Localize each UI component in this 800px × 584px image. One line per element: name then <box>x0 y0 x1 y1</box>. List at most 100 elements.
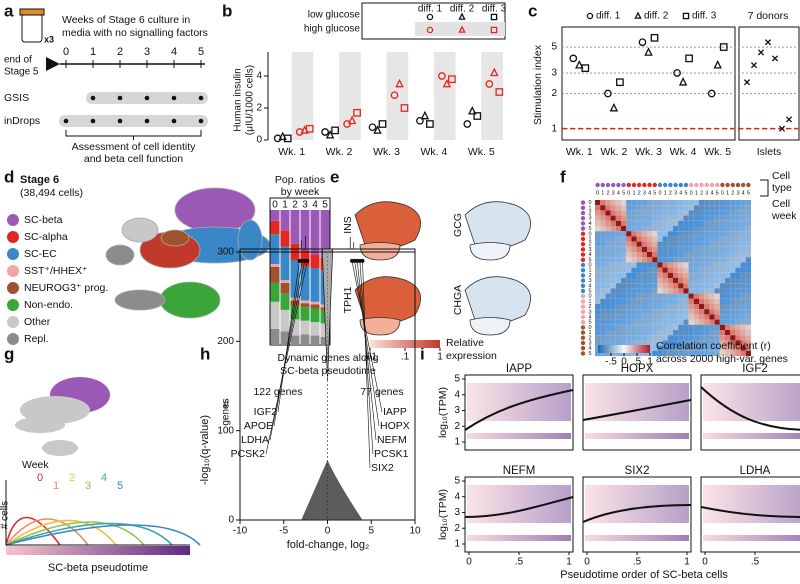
heat-cell <box>714 283 720 289</box>
heat-cell <box>699 324 705 330</box>
y-tick-label: 3 <box>454 405 460 416</box>
marker <box>283 134 292 143</box>
type-dot <box>580 299 586 304</box>
heat-cell <box>683 330 689 336</box>
heat-cell <box>657 330 663 336</box>
y-tick-label: 5 <box>454 476 460 487</box>
heat-cell <box>714 345 720 351</box>
heat-cell <box>600 272 606 278</box>
week-tick: 2 <box>638 190 641 196</box>
marker <box>273 134 282 143</box>
heat-cell <box>641 257 647 263</box>
heat-cell <box>595 324 601 330</box>
marker <box>305 124 314 133</box>
bar-segment <box>300 266 310 301</box>
label: APOE <box>244 420 273 432</box>
heat-cell <box>621 257 627 263</box>
heat-cell <box>652 220 658 226</box>
heat-cell <box>615 231 621 237</box>
bar-segment <box>320 336 330 345</box>
heat-cell <box>688 226 694 232</box>
heat-cell <box>688 267 694 273</box>
heat-cell <box>678 330 684 336</box>
heat-cell <box>688 246 694 252</box>
heat-cell <box>667 298 673 304</box>
heat-cell <box>709 241 715 247</box>
heat-cell <box>652 340 658 346</box>
y-tick-label: 0 <box>256 135 262 146</box>
heat-cell <box>605 220 611 226</box>
heat-cell <box>600 340 606 346</box>
trend <box>700 386 800 431</box>
marker <box>644 47 653 56</box>
heat-cell <box>735 340 741 346</box>
heat-cell <box>631 335 637 341</box>
type-dot <box>652 182 657 188</box>
subplot-title: LDHA <box>740 465 771 477</box>
heat-cell <box>688 236 694 242</box>
heat-cell <box>714 252 720 258</box>
heat-cell <box>662 324 668 330</box>
type-dot <box>580 252 586 257</box>
heat-cell <box>621 293 627 299</box>
heat-cell <box>605 226 611 232</box>
heat-cell <box>719 241 725 247</box>
week-tick: 1 <box>588 268 591 274</box>
heat-cell <box>693 278 699 284</box>
heat-cell <box>662 335 668 341</box>
heat-cell <box>714 220 720 226</box>
heat-cell <box>699 293 705 299</box>
label: SC-beta pseudotime <box>48 562 148 574</box>
heat-cell <box>745 257 751 263</box>
type-dot <box>580 288 586 294</box>
type-dot <box>580 314 586 320</box>
heat-cell <box>678 324 684 330</box>
heat-cell <box>714 304 720 310</box>
label: GSIS <box>4 92 29 104</box>
week-tick: 5 <box>588 257 591 263</box>
heat-cell <box>673 257 679 263</box>
heat-cell <box>709 340 715 346</box>
heat-cell <box>647 304 653 310</box>
heat-cell <box>745 210 751 216</box>
heat-cell <box>631 319 637 325</box>
heat-cell <box>600 252 606 258</box>
heat-cell <box>719 304 725 310</box>
label: end of <box>4 55 32 66</box>
week-tick: 1 <box>90 46 96 58</box>
heat-cell <box>621 210 627 216</box>
heat-cell <box>673 304 679 310</box>
heat-cell <box>735 330 741 336</box>
marker <box>638 38 647 47</box>
heat-cell <box>740 262 746 268</box>
leader <box>277 260 300 413</box>
heat-cell <box>662 314 668 320</box>
type-dot <box>715 182 720 188</box>
cbar-tick: 0 <box>621 357 627 368</box>
marker <box>426 13 434 21</box>
heat-cell <box>730 330 736 336</box>
heat-cell <box>652 278 658 284</box>
heat-cell <box>631 309 637 315</box>
heat-cell <box>709 246 715 252</box>
scatter-cloud <box>467 383 571 421</box>
heat-cell <box>704 200 710 206</box>
type-dot <box>580 294 586 299</box>
week-tick: 4 <box>588 221 591 227</box>
y-tick-label: 4 <box>454 491 460 502</box>
density <box>5 518 89 546</box>
heat-cell <box>600 215 606 221</box>
heat-cell <box>662 298 668 304</box>
marker <box>764 39 772 46</box>
heat-cell <box>595 257 601 263</box>
heat-cell <box>740 278 746 284</box>
heat-cell <box>730 267 736 273</box>
heat-cell <box>641 304 647 310</box>
label: IGF2 <box>254 406 277 418</box>
dot <box>90 118 96 124</box>
heat-cell <box>610 335 616 341</box>
bar-segment <box>320 210 330 258</box>
heat-cell <box>610 314 616 320</box>
marker <box>616 78 624 87</box>
heat-cell <box>725 340 731 346</box>
